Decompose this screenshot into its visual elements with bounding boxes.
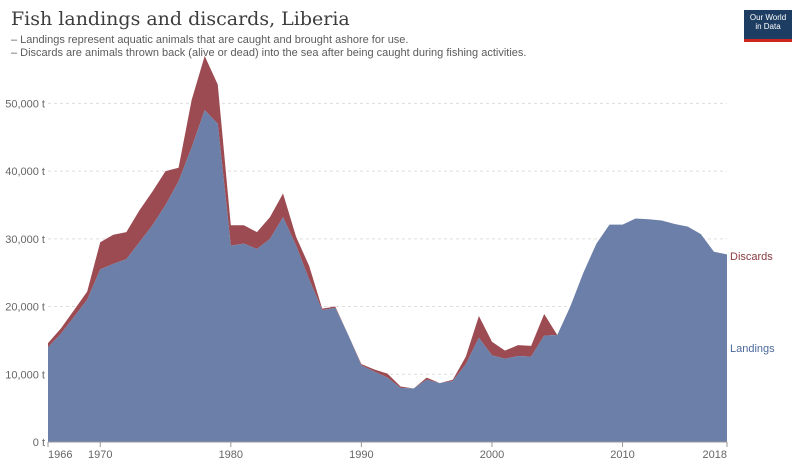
landings-series-label: Landings [730,343,775,355]
x-tick-label: 2018 [703,449,727,461]
x-tick-label: 1970 [88,449,112,461]
chart-subtitle: – Landings represent aquatic animals tha… [11,34,526,60]
x-tick-label: 1990 [349,449,373,461]
y-tick-label: 0 t [33,437,45,449]
x-tick-label: 2000 [480,449,504,461]
area-layer [48,56,727,442]
logo-line-1: Our World [749,13,787,22]
logo-line-2: in Data [755,22,781,31]
x-tick-label: 2010 [610,449,634,461]
series-label-layer: Discards Landings [730,251,775,355]
y-tick-label: 10,000 t [5,369,45,381]
chart-title: Fish landings and discards, Liberia [11,8,350,30]
discards-series-label: Discards [730,251,773,263]
y-tick-label: 20,000 t [5,302,45,314]
x-tick-label: 1980 [219,449,243,461]
landings-area [48,110,727,442]
subtitle-line-discards: – Discards are animals thrown back (aliv… [11,47,527,59]
x-tick-label: 1966 [48,449,72,461]
y-tick-label: 40,000 t [5,166,45,178]
owid-logo[interactable]: Our World in Data [744,10,792,42]
y-tick-label: 30,000 t [5,234,45,246]
subtitle-line-landings: – Landings represent aquatic animals tha… [11,34,409,46]
y-tick-label: 50,000 t [5,98,45,110]
axis-layer: 0 t 10,000 t 20,000 t 30,000 t 40,000 t 50,00… [5,98,728,461]
